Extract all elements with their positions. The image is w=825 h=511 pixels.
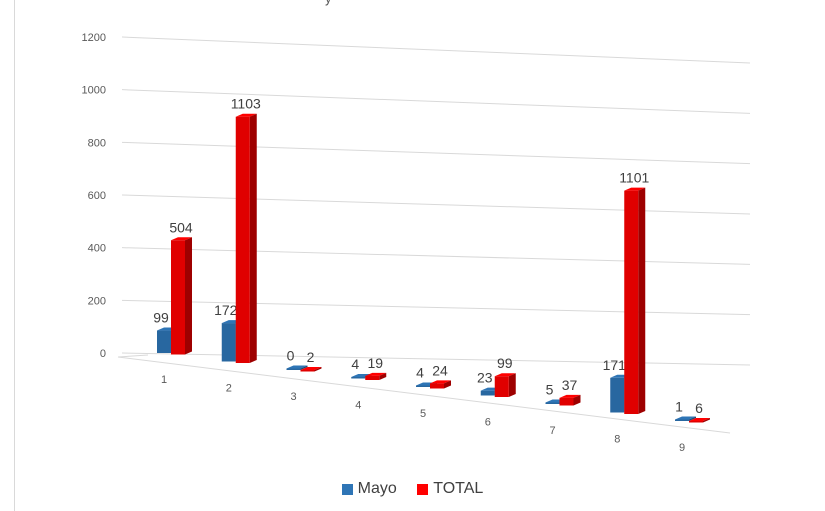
data-label-mayo-9: 1 <box>675 399 683 415</box>
gridline-1000 <box>121 89 751 114</box>
bar-total-4 <box>365 375 380 380</box>
floor-side-edge <box>117 354 149 358</box>
data-label-mayo-2: 172 <box>214 302 238 318</box>
bar-total-9 <box>689 421 703 423</box>
y-tick-label-1000: 1000 <box>82 85 106 97</box>
x-tick-label-6: 6 <box>485 417 491 429</box>
bar-total-7 <box>559 397 574 406</box>
y-tick-label-400: 400 <box>88 243 106 255</box>
y-tick-label-200: 200 <box>88 295 106 307</box>
bar-total-6 <box>494 376 509 397</box>
data-label-mayo-3: 0 <box>287 348 295 364</box>
data-label-mayo-7: 5 <box>546 382 554 398</box>
bar-side-total-5 <box>444 380 451 389</box>
x-tick-label-7: 7 <box>549 425 555 437</box>
x-tick-label-8: 8 <box>614 434 620 446</box>
bar-side-total-1 <box>185 237 192 355</box>
x-tick-label-3: 3 <box>290 391 296 403</box>
bar-mayo-8 <box>610 377 625 413</box>
chart-title-fragment: y <box>325 0 332 6</box>
legend-swatch-total <box>417 483 429 495</box>
data-label-mayo-5: 4 <box>416 365 424 381</box>
gridline-400 <box>121 247 751 265</box>
data-label-mayo-1: 99 <box>153 310 169 326</box>
gridline-600 <box>121 194 751 215</box>
y-tick-label-800: 800 <box>88 137 106 149</box>
y-tick-label-1200: 1200 <box>82 32 106 44</box>
bar-total-3 <box>300 370 315 372</box>
floor-front-edge <box>117 356 731 434</box>
bar-total-2 <box>235 116 250 363</box>
bar-mayo-1 <box>157 330 171 353</box>
legend-item-mayo: Mayo <box>341 480 397 498</box>
chart-border <box>14 0 824 511</box>
bar-total-8 <box>624 190 639 414</box>
bar-side-mayo-9 <box>689 416 696 421</box>
y-tick-label-600: 600 <box>88 190 106 202</box>
bar-total-1 <box>171 240 185 355</box>
bar-mayo-6 <box>480 390 495 396</box>
x-tick-label-4: 4 <box>355 400 361 412</box>
x-tick-label-2: 2 <box>226 383 232 395</box>
bar-side-total-7 <box>573 394 581 406</box>
bar-side-total-9 <box>703 418 710 423</box>
bar-side-total-3 <box>314 367 322 372</box>
data-label-total-6: 99 <box>497 355 513 371</box>
data-label-mayo-8: 171 <box>603 357 627 373</box>
gridline-800 <box>121 141 751 165</box>
x-tick-label-9: 9 <box>679 442 685 454</box>
legend-label-mayo: Mayo <box>357 480 397 497</box>
bar-mayo-7 <box>545 402 560 404</box>
data-label-total-9: 6 <box>695 400 703 416</box>
legend-label-total: TOTAL <box>433 480 484 497</box>
gridline-200 <box>121 299 751 316</box>
x-tick-label-5: 5 <box>420 408 426 420</box>
data-label-total-8: 1101 <box>619 170 649 186</box>
bar-mayo-5 <box>416 385 430 387</box>
legend-item-total: TOTAL <box>417 480 483 498</box>
bar-side-total-4 <box>379 372 387 380</box>
bar-side-total-2 <box>249 113 257 363</box>
data-label-mayo-4: 4 <box>351 356 359 372</box>
gridline-1200 <box>121 36 751 64</box>
bar-mayo-2 <box>221 323 236 362</box>
bar-mayo-3 <box>286 368 301 370</box>
x-tick-label-1: 1 <box>161 374 167 386</box>
data-label-total-4: 19 <box>367 355 383 371</box>
bar-mayo-9 <box>675 419 689 421</box>
data-label-total-7: 37 <box>562 377 578 393</box>
legend: Mayo TOTAL <box>0 480 825 500</box>
bar-total-5 <box>430 383 444 389</box>
bar-side-total-6 <box>508 373 516 397</box>
bar-mayo-4 <box>351 377 366 379</box>
y-tick-label-0: 0 <box>100 348 106 360</box>
data-label-total-1: 504 <box>169 219 193 235</box>
data-label-mayo-6: 23 <box>477 370 493 386</box>
legend-swatch-mayo <box>341 483 353 495</box>
bar-side-total-8 <box>638 187 646 414</box>
data-label-total-5: 24 <box>432 362 448 378</box>
bar-side-mayo-3 <box>300 365 308 370</box>
data-label-total-3: 2 <box>307 349 315 365</box>
data-label-total-2: 1103 <box>231 96 261 112</box>
